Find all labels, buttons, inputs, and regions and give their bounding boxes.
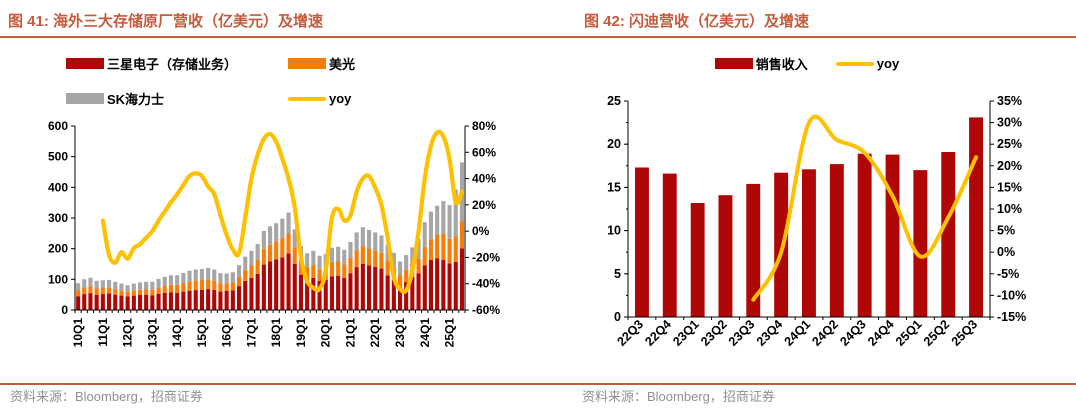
svg-text:13Q1: 13Q1 xyxy=(145,318,159,348)
figure-42-source: 资料来源：Bloomberg，招商证券 xyxy=(582,389,775,404)
svg-text:22Q1: 22Q1 xyxy=(368,318,382,348)
legend-item-samsung: 三星电子（存储业务） xyxy=(66,54,288,73)
skhynix-swatch-icon xyxy=(66,93,104,104)
figure-42-title: 图 42: 闪迪营收（亿美元）及增速 xyxy=(584,13,810,30)
svg-text:40%: 40% xyxy=(472,172,496,186)
figure-41-title-underline xyxy=(0,36,538,38)
figure-41-panel: 图 41: 海外三大存储原厂营收（亿美元）及增速 三星电子（存储业务） 美光 S… xyxy=(0,13,538,404)
svg-text:25%: 25% xyxy=(997,137,1022,151)
svg-text:25Q2: 25Q2 xyxy=(921,317,953,349)
yoy-line-swatch-icon xyxy=(288,96,326,101)
svg-text:25: 25 xyxy=(607,94,621,108)
figure-41-legend: 三星电子（存储业务） 美光 SK海力士 yoy xyxy=(66,54,466,108)
legend-label-micron: 美光 xyxy=(329,57,356,72)
svg-text:24Q2: 24Q2 xyxy=(809,317,841,349)
legend-item-skhynix: SK海力士 xyxy=(66,89,288,108)
revenue-swatch-icon xyxy=(714,58,753,69)
figure-42-source-divider xyxy=(538,383,1076,385)
legend-label-yoy-42: yoy xyxy=(876,56,900,71)
svg-text:10: 10 xyxy=(607,224,621,238)
svg-text:300: 300 xyxy=(48,211,68,225)
svg-text:400: 400 xyxy=(48,180,68,194)
figure-41-chart-canvas: 0 100 200 300 400 500 600 -60% -40% -20% 0% 20% 40% 6… xyxy=(48,119,500,348)
figure-42-legend: 销售收入 yoy xyxy=(538,54,1076,73)
svg-text:-40%: -40% xyxy=(472,277,500,291)
svg-text:25Q3: 25Q3 xyxy=(949,317,981,349)
svg-text:24Q4: 24Q4 xyxy=(865,317,897,349)
svg-text:0: 0 xyxy=(614,310,621,324)
svg-text:500: 500 xyxy=(48,150,68,164)
svg-text:24Q1: 24Q1 xyxy=(782,317,814,349)
legend-label-yoy-41: yoy xyxy=(329,91,352,106)
svg-text:0%: 0% xyxy=(472,224,490,238)
svg-text:22Q4: 22Q4 xyxy=(642,317,674,349)
svg-text:23Q3: 23Q3 xyxy=(726,317,758,349)
svg-text:600: 600 xyxy=(48,119,68,133)
svg-text:-15%: -15% xyxy=(997,310,1026,324)
svg-text:-20%: -20% xyxy=(472,250,500,264)
svg-text:25Q1: 25Q1 xyxy=(443,318,457,348)
svg-text:14Q1: 14Q1 xyxy=(170,318,184,348)
svg-text:23Q1: 23Q1 xyxy=(393,318,407,348)
svg-text:5: 5 xyxy=(614,267,621,281)
svg-text:15Q1: 15Q1 xyxy=(195,318,209,348)
legend-label-skhynix: SK海力士 xyxy=(107,92,165,107)
svg-text:20%: 20% xyxy=(997,159,1022,173)
legend-label-samsung: 三星电子（存储业务） xyxy=(107,57,238,72)
legend-item-revenue: 销售收入 xyxy=(714,54,808,73)
samsung-swatch-icon xyxy=(66,58,104,69)
svg-text:-5%: -5% xyxy=(997,267,1019,281)
yoy-line-swatch-icon xyxy=(835,61,874,66)
svg-text:18Q1: 18Q1 xyxy=(269,318,283,348)
svg-text:24Q1: 24Q1 xyxy=(418,318,432,348)
figure-41-source: 资料来源：Bloomberg，招商证券 xyxy=(10,389,203,404)
svg-text:16Q1: 16Q1 xyxy=(220,318,234,348)
svg-text:-60%: -60% xyxy=(472,303,500,317)
svg-text:30%: 30% xyxy=(997,116,1022,130)
figure-41-source-divider xyxy=(0,383,538,385)
svg-text:0%: 0% xyxy=(997,245,1015,259)
svg-text:15: 15 xyxy=(607,180,621,194)
svg-text:12Q1: 12Q1 xyxy=(121,318,135,348)
svg-text:200: 200 xyxy=(48,242,68,256)
figure-42-panel: 图 42: 闪迪营收（亿美元）及增速 销售收入 yoy 0 5 10 15 20 25 -1… xyxy=(538,0,1076,414)
svg-text:17Q1: 17Q1 xyxy=(244,318,258,348)
figure-41-title: 图 41: 海外三大存储原厂营收（亿美元）及增速 xyxy=(8,13,324,30)
svg-text:0: 0 xyxy=(61,303,68,317)
figure-42-title-underline xyxy=(538,36,1076,38)
legend-item-yoy-41: yoy xyxy=(288,89,466,108)
svg-text:21Q1: 21Q1 xyxy=(344,318,358,348)
svg-text:60%: 60% xyxy=(472,145,496,159)
svg-text:20: 20 xyxy=(607,137,621,151)
svg-text:5%: 5% xyxy=(997,224,1015,238)
svg-text:20%: 20% xyxy=(472,198,496,212)
svg-text:19Q1: 19Q1 xyxy=(294,318,308,348)
svg-text:-10%: -10% xyxy=(997,288,1026,302)
svg-text:23Q4: 23Q4 xyxy=(754,317,786,349)
svg-text:23Q2: 23Q2 xyxy=(698,317,730,349)
legend-item-yoy-42: yoy xyxy=(835,54,900,73)
svg-text:24Q3: 24Q3 xyxy=(837,317,869,349)
svg-text:10Q1: 10Q1 xyxy=(71,318,85,348)
svg-text:15%: 15% xyxy=(997,180,1022,194)
svg-text:10%: 10% xyxy=(997,202,1022,216)
svg-text:35%: 35% xyxy=(997,94,1022,108)
svg-text:11Q1: 11Q1 xyxy=(96,318,110,347)
micron-swatch-icon xyxy=(288,58,326,69)
svg-text:100: 100 xyxy=(48,272,68,286)
svg-text:80%: 80% xyxy=(472,119,496,133)
svg-text:23Q1: 23Q1 xyxy=(670,317,702,349)
legend-item-micron: 美光 xyxy=(288,54,466,73)
legend-label-revenue: 销售收入 xyxy=(755,57,808,72)
svg-text:20Q1: 20Q1 xyxy=(319,318,333,348)
svg-text:25Q1: 25Q1 xyxy=(893,317,925,349)
figure-42-chart-canvas: 0 5 10 15 20 25 -15% -10% -5% 0% 5% 10% 15% 20% 25% 30%… xyxy=(607,94,1026,349)
